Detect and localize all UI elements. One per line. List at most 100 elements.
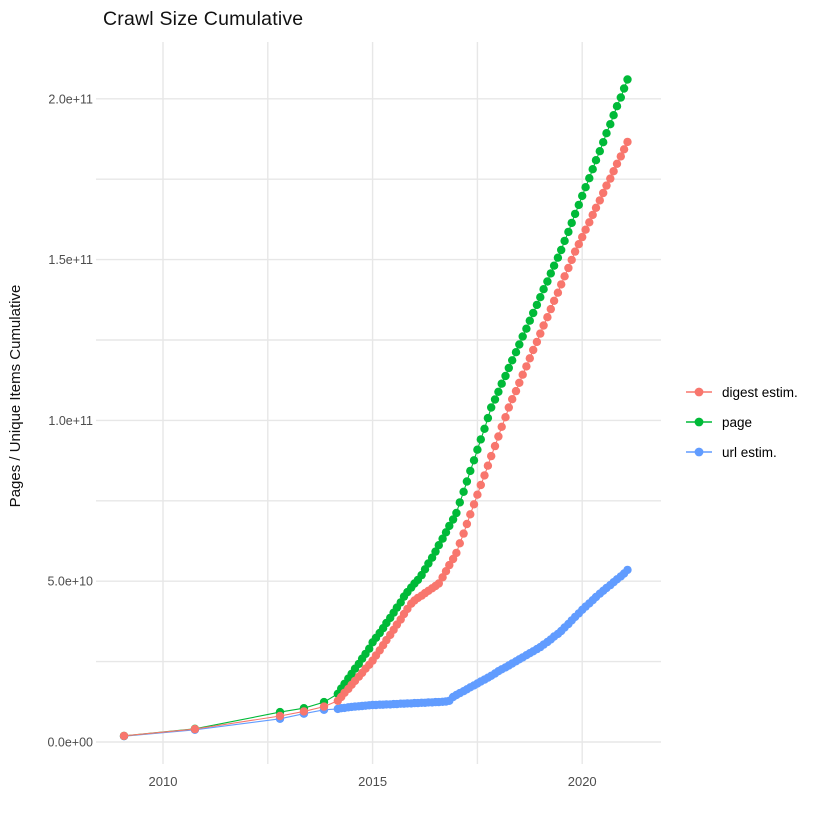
legend-key-icon — [686, 387, 712, 397]
series-line — [123, 141, 628, 737]
data-point — [445, 560, 454, 570]
legend-label: digest estim. — [722, 384, 798, 400]
data-point — [623, 565, 632, 575]
data-point — [497, 379, 506, 388]
data-point — [578, 191, 587, 201]
data-point — [602, 181, 611, 190]
x-tick-label: 2020 — [568, 774, 597, 789]
legend-row: url estim. — [684, 437, 798, 467]
data-point — [581, 225, 590, 234]
data-point — [462, 519, 472, 529]
y-tick-label: 0.0e+00 — [47, 736, 93, 750]
data-point — [560, 272, 569, 281]
data-point — [469, 500, 479, 509]
data-point — [452, 508, 461, 518]
data-point — [441, 528, 451, 537]
data-point — [574, 240, 583, 249]
data-point — [462, 477, 472, 486]
data-point — [455, 498, 464, 507]
data-point — [532, 337, 542, 347]
data-point — [609, 167, 618, 176]
y-tick-label: 2.0e+11 — [48, 92, 93, 106]
data-point — [275, 711, 285, 721]
chart-title: Crawl Size Cumulative — [103, 8, 304, 30]
data-point — [623, 75, 632, 84]
data-point — [570, 209, 580, 219]
data-point — [536, 329, 545, 338]
data-point — [501, 413, 510, 422]
data-point — [581, 183, 590, 192]
data-point — [574, 200, 583, 210]
data-point — [564, 263, 573, 273]
y-tick-labels: 0.0e+00 5.0e+10 1.0e+11 1.5e+11 2.0e+11 — [47, 92, 93, 749]
data-point — [553, 288, 563, 297]
data-point — [567, 218, 576, 228]
data-point — [529, 345, 538, 355]
data-point — [508, 356, 517, 365]
x-tick-label: 2010 — [149, 774, 178, 789]
data-point — [490, 441, 500, 451]
data-point — [494, 387, 503, 396]
data-point — [543, 277, 552, 286]
data-point — [504, 403, 513, 412]
data-point — [557, 280, 566, 289]
data-point — [487, 403, 496, 412]
data-point — [466, 466, 475, 476]
data-point — [609, 111, 618, 120]
data-point — [438, 573, 447, 582]
data-point — [459, 487, 468, 496]
data-point — [602, 129, 611, 138]
legend-row: digest estim. — [684, 377, 798, 407]
data-point — [546, 269, 555, 278]
data-point — [459, 529, 468, 538]
data-point — [591, 156, 601, 165]
data-point — [539, 285, 548, 294]
data-point — [549, 296, 559, 305]
data-point — [529, 308, 538, 318]
data-point — [522, 324, 531, 333]
series-digest-estim- — [119, 137, 632, 741]
data-point — [606, 120, 615, 129]
data-point — [448, 515, 458, 524]
data-point — [438, 534, 447, 543]
legend: digest estim. page url estim. — [684, 377, 798, 467]
legend-label: url estim. — [722, 444, 777, 460]
data-point — [546, 304, 555, 314]
data-point — [619, 84, 629, 93]
data-point — [570, 247, 580, 256]
data-point — [452, 548, 461, 558]
data-point — [483, 413, 493, 423]
data-point — [595, 147, 604, 156]
data-point — [585, 218, 594, 227]
data-point — [434, 541, 443, 550]
data-point — [319, 702, 329, 711]
legend-row: page — [684, 407, 798, 437]
series-url-estim- — [119, 565, 632, 741]
x-tick-label: 2015 — [358, 774, 387, 789]
series-page — [119, 75, 632, 741]
data-point — [490, 395, 500, 404]
data-point — [553, 253, 563, 262]
data-point — [119, 731, 129, 741]
data-point — [599, 188, 608, 198]
data-point — [599, 138, 608, 147]
data-point — [606, 174, 615, 183]
data-point — [525, 316, 534, 325]
data-point — [532, 300, 542, 310]
data-point — [585, 174, 594, 183]
data-point — [476, 480, 485, 490]
data-point — [511, 348, 521, 357]
data-point — [539, 321, 548, 330]
data-point — [616, 93, 625, 102]
data-point — [494, 432, 503, 441]
data-point — [612, 159, 622, 168]
data-point — [508, 395, 517, 404]
data-point — [616, 152, 625, 161]
data-point — [525, 354, 534, 363]
y-tick-label: 1.5e+11 — [48, 253, 93, 267]
data-point — [501, 371, 510, 381]
data-point — [619, 145, 629, 154]
data-point — [487, 451, 496, 461]
